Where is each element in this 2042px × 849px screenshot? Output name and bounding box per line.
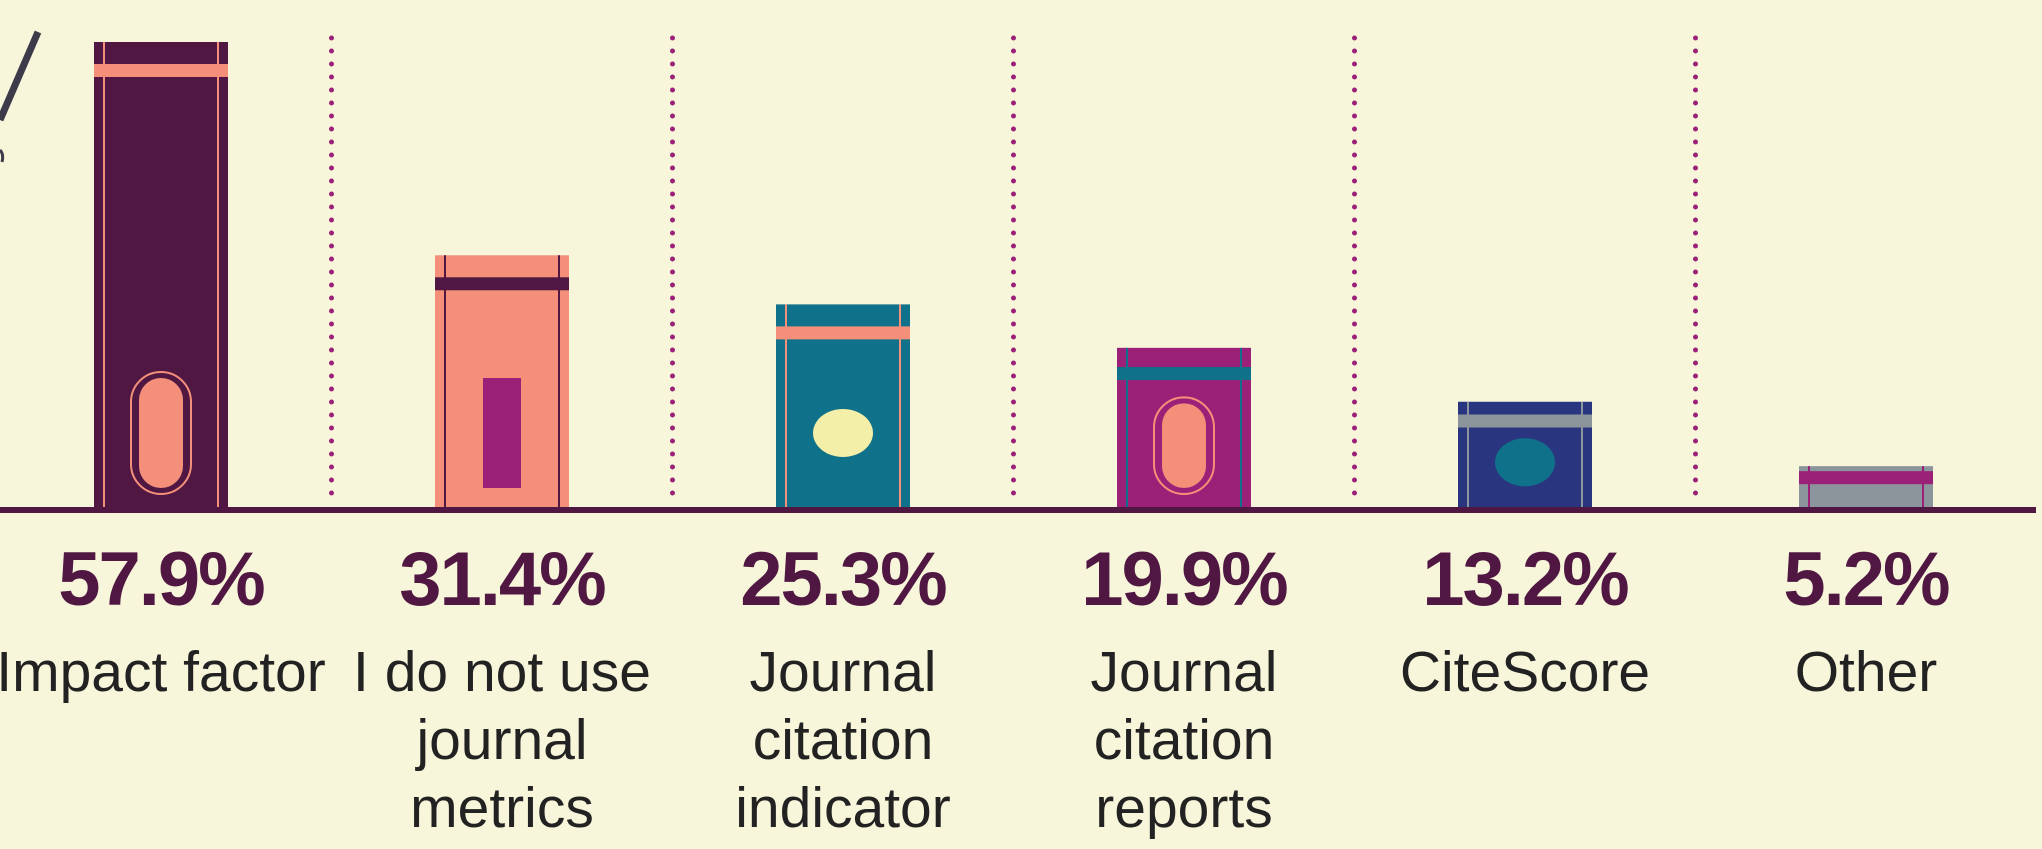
book-stripe: [1458, 414, 1592, 428]
book-emblem: [139, 378, 183, 488]
book-stripe: [1799, 471, 1933, 485]
category-label: I do not use journal metrics: [353, 640, 651, 840]
book-emblem: [130, 371, 192, 495]
value-label: 57.9%: [58, 537, 266, 622]
decoration: [0, 148, 5, 163]
book-stripe: [1117, 367, 1251, 381]
value-label: 25.3%: [740, 537, 948, 622]
book-emblem: [483, 378, 521, 488]
decoration: [0, 30, 42, 122]
category-label: CiteScore: [1399, 640, 1651, 704]
category-label: Impact factor: [0, 640, 326, 704]
category-label: Journal citation indicator: [735, 640, 951, 840]
category-label: Other: [1794, 640, 1938, 704]
category-label: Journal citation reports: [1090, 640, 1278, 840]
value-label: 31.4%: [399, 537, 607, 622]
value-label: 5.2%: [1783, 537, 1950, 622]
book-emblem: [813, 409, 873, 457]
book-stripe: [94, 64, 228, 77]
book-emblem: [1495, 438, 1555, 487]
book-stripe: [435, 277, 569, 291]
book-stripe: [776, 326, 910, 340]
value-label: 13.2%: [1422, 537, 1630, 622]
value-label: 19.9%: [1081, 537, 1289, 622]
book-emblem: [1153, 396, 1215, 495]
book-emblem: [1162, 403, 1206, 488]
